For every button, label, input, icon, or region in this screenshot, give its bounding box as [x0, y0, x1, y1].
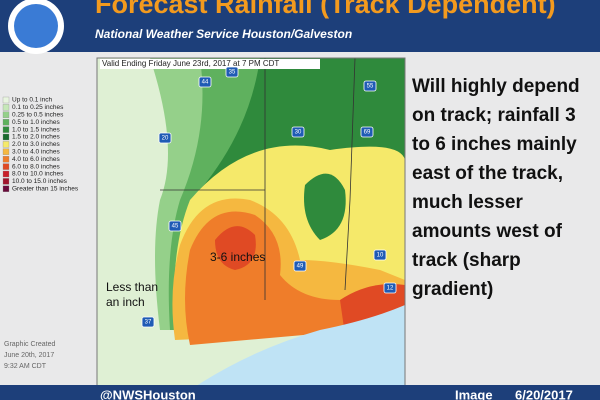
legend-label: 0.1 to 0.25 inches [12, 104, 64, 111]
highway-shield [291, 126, 305, 138]
highway-shield [363, 80, 377, 92]
legend-swatch [2, 170, 10, 178]
legend-label: 3.0 to 4.0 inches [12, 149, 60, 156]
legend-swatch [2, 185, 10, 192]
valid-text: Valid Ending Friday June 23rd, 2017 at 7… [102, 59, 279, 68]
highway-number: 44 [202, 80, 209, 86]
legend-swatch [2, 178, 10, 185]
highway-shield [360, 126, 374, 138]
footer-image: Image [455, 387, 493, 400]
highway-shield [373, 249, 387, 261]
legend-label: 1.5 to 2.0 inches [12, 134, 60, 141]
side-text: Will highly depend on track; rainfall 3 … [412, 76, 580, 300]
annotation: Less than an inch [106, 280, 159, 309]
highway-shield [141, 316, 155, 328]
highway-number: 10 [377, 253, 384, 259]
legend-label: 8.0 to 10.0 inches [12, 171, 64, 178]
legend-label: Greater than 15 inches [12, 186, 79, 193]
highway-number: 69 [364, 130, 371, 136]
highway-number: 20 [162, 136, 169, 142]
footer-bar [0, 385, 600, 400]
legend-swatch [2, 104, 10, 111]
legend-swatch [2, 96, 10, 104]
legend-swatch [2, 148, 10, 155]
highway-shield [383, 282, 397, 294]
zone [304, 173, 346, 240]
highway-shield [293, 260, 307, 272]
highways: 44 35 30 20 45 49 10 12 37 55 69 [141, 66, 397, 328]
footer-handle: @NWSHouston [100, 387, 196, 400]
legend-label: 1.0 to 1.5 inches [12, 126, 60, 133]
valid-bg [100, 59, 320, 69]
title: Forecast Rainfall (Track Dependent) [95, 0, 556, 19]
annotation-box: Less than an inch [106, 280, 159, 309]
state-line [160, 57, 356, 300]
highway-number: 55 [367, 84, 374, 90]
legend-swatch [2, 119, 10, 126]
legend-label: 0.5 to 1.0 inches [12, 119, 60, 126]
highway-number: 12 [387, 286, 394, 292]
gulf [190, 305, 405, 390]
subtitle: National Weather Service Houston/Galvest… [95, 27, 352, 41]
zone [215, 226, 256, 270]
legend-label: 2.0 to 3.0 inches [12, 141, 60, 148]
highway-shield [168, 220, 182, 232]
legend-label: 6.0 to 8.0 inches [12, 163, 60, 170]
highway-number: 37 [145, 320, 152, 326]
legend-swatch [2, 126, 10, 133]
legend-swatch [2, 111, 10, 118]
legend-label: 10.0 to 15.0 inches [12, 178, 68, 185]
created: Graphic Created [4, 341, 55, 348]
legend-swatch [2, 133, 10, 141]
legend-swatch [2, 163, 10, 170]
highway-number: 49 [297, 264, 304, 270]
legend-label: 0.25 to 0.5 inches [12, 112, 64, 119]
highway-number: 45 [172, 224, 179, 230]
logo-inner [14, 4, 58, 48]
highway-shield [198, 76, 212, 88]
annotation: 3-6 inches [210, 250, 265, 264]
highway-number: 35 [229, 70, 236, 76]
created: 9:32 AM CDT [4, 363, 47, 370]
highway-shield [225, 66, 239, 78]
legend-swatch [2, 156, 10, 163]
header-bar [0, 0, 600, 52]
legend-label: 4.0 to 6.0 inches [12, 156, 60, 163]
map [96, 57, 406, 391]
highway-shield [158, 132, 172, 144]
legend-swatch [2, 141, 10, 148]
footer-date: 6/20/2017 [515, 387, 573, 400]
highway-number: 30 [295, 130, 302, 136]
created: June 20th, 2017 [4, 352, 54, 359]
legend-label: Up to 0.1 inch [12, 97, 52, 104]
